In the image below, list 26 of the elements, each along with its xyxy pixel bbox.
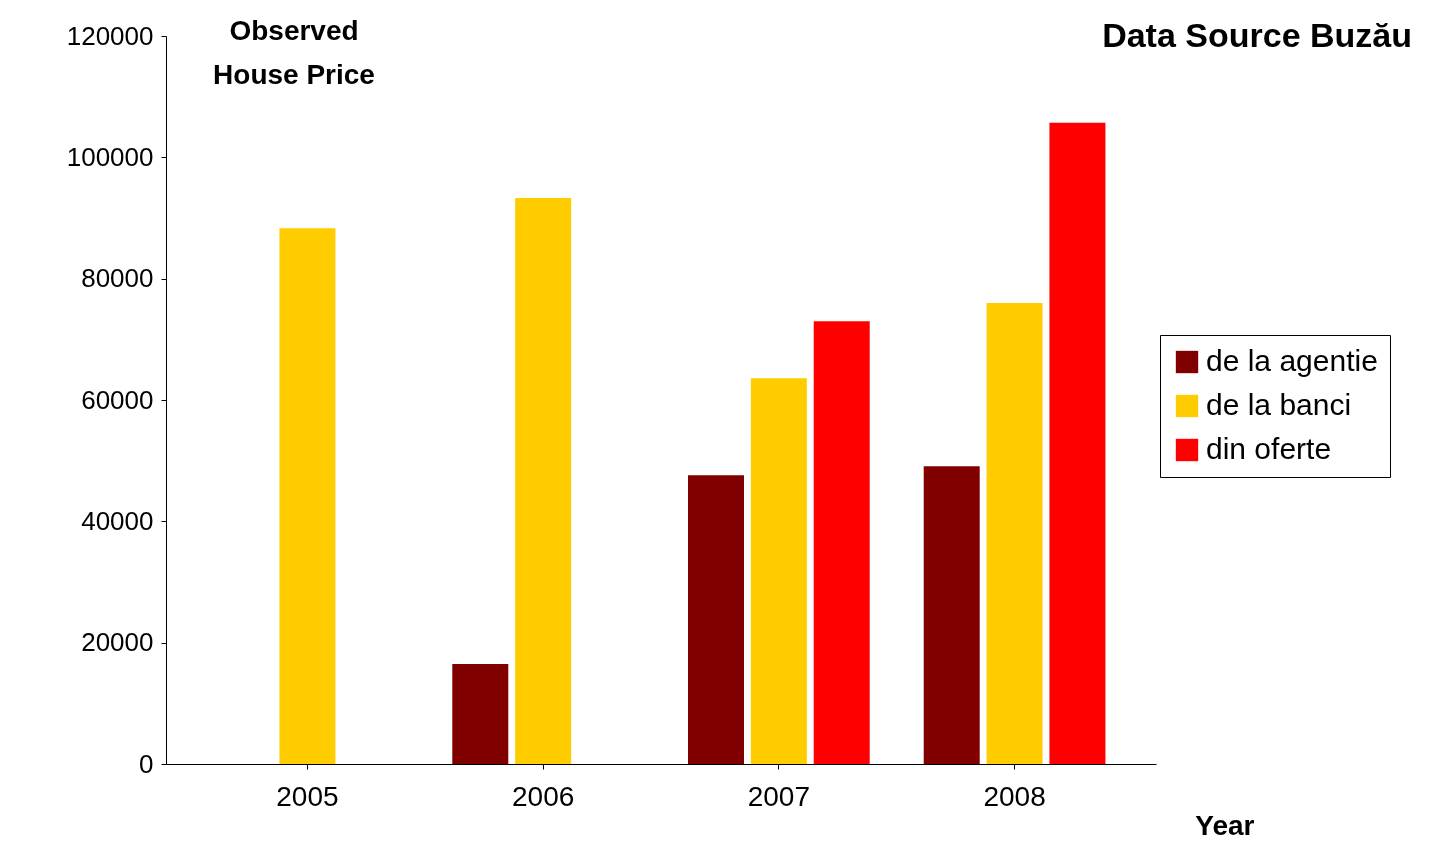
x-tick-label: 2006 bbox=[511, 780, 575, 812]
y-tick-label: 120000 bbox=[66, 20, 154, 51]
legend-label: din oferte bbox=[1206, 432, 1332, 465]
y-tick-label: 60000 bbox=[81, 384, 154, 415]
legend-label: de la agentie bbox=[1206, 344, 1378, 377]
bar bbox=[515, 197, 572, 764]
annotation: Data Source Buzău bbox=[1102, 16, 1412, 54]
y-tick-label: 20000 bbox=[81, 627, 154, 658]
bar bbox=[1049, 122, 1106, 764]
bar bbox=[923, 466, 980, 764]
y-tick-label: 100000 bbox=[66, 141, 154, 172]
y-tick-label: 0 bbox=[139, 748, 154, 779]
x-axis-title: Year bbox=[1195, 809, 1255, 841]
bar bbox=[750, 378, 807, 764]
legend-label: de la banci bbox=[1206, 388, 1352, 421]
bar bbox=[813, 321, 870, 764]
y-tick-label: 40000 bbox=[81, 505, 154, 536]
y-axis-title: Observed House Price bbox=[213, 15, 375, 90]
x-tick-label: 2008 bbox=[983, 780, 1046, 812]
y-tick-label: 80000 bbox=[81, 263, 154, 294]
bar bbox=[688, 475, 744, 764]
bar bbox=[279, 228, 336, 764]
x-tick-label: 2007 bbox=[747, 780, 811, 812]
bar bbox=[986, 302, 1043, 764]
x-tick-label: 2005 bbox=[276, 780, 339, 812]
bar bbox=[452, 663, 509, 764]
